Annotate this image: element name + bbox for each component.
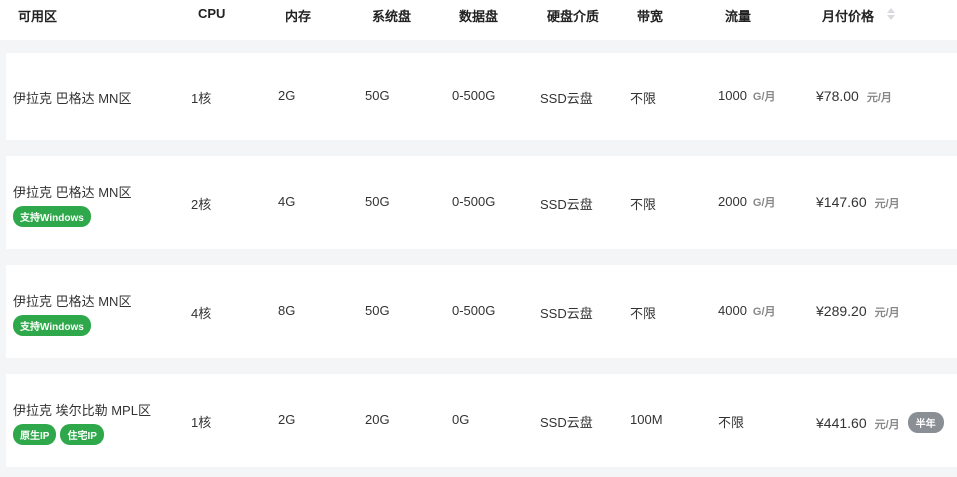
table-row[interactable]: 伊拉克 巴格达 MN区 1核 2G 50G 0-500G SSD云盘 不限 1000 G/月 ¥7… bbox=[6, 53, 957, 140]
price-cell: ¥147.60 元/月 bbox=[816, 194, 900, 211]
mem-value: 2G bbox=[278, 87, 296, 103]
sys-cell: 20G bbox=[365, 412, 390, 427]
zone-cell: 伊拉克 埃尔比勒 MPL区原生IP 住宅IP bbox=[13, 400, 151, 445]
data-value: 0-500G bbox=[452, 193, 496, 209]
sys-value: 50G bbox=[365, 302, 390, 318]
data-cell: 0-500G bbox=[452, 88, 495, 103]
price-unit: 元/月 bbox=[874, 418, 900, 431]
mem-value: 8G bbox=[278, 302, 296, 318]
zone-name: 伊拉克 巴格达 MN区 bbox=[13, 293, 132, 309]
sys-cell: 50G bbox=[365, 303, 390, 318]
column-header: 带宽 bbox=[637, 9, 664, 24]
sort-icon[interactable] bbox=[886, 6, 896, 24]
traffic-value: 不限 bbox=[718, 414, 745, 430]
traffic-unit: G/月 bbox=[752, 305, 776, 318]
media-cell: SSD云盘 bbox=[540, 412, 593, 431]
zone-cell: 伊拉克 巴格达 MN区支持Windows bbox=[13, 182, 131, 227]
data-cell: 0-500G bbox=[452, 303, 495, 318]
traffic-cell: 4000 G/月 bbox=[718, 303, 776, 319]
mem-value: 4G bbox=[278, 193, 296, 209]
data-cell: 0-500G bbox=[452, 194, 495, 209]
mem-cell: 8G bbox=[278, 303, 295, 318]
sys-value: 50G bbox=[365, 193, 390, 209]
cpu-cell: 1核 bbox=[191, 88, 211, 107]
feature-tag: 原生IP bbox=[13, 423, 57, 445]
cpu-cell: 4核 bbox=[191, 303, 211, 322]
table-row[interactable]: 伊拉克 巴格达 MN区支持Windows 2核 4G 50G 0-500G SSD云盘 不限… bbox=[6, 156, 957, 249]
traffic-value: 1000 bbox=[718, 87, 747, 103]
zone-name: 伊拉克 埃尔比勒 MPL区 bbox=[13, 402, 151, 418]
media-cell: SSD云盘 bbox=[540, 88, 593, 107]
bw-value: 不限 bbox=[630, 305, 657, 321]
price-unit: 元/月 bbox=[866, 91, 892, 104]
zone-name: 伊拉克 巴格达 MN区 bbox=[13, 90, 132, 106]
price-cell: ¥78.00 元/月 bbox=[816, 88, 892, 105]
price-value: ¥147.60 bbox=[816, 193, 867, 210]
data-value: 0-500G bbox=[452, 302, 496, 318]
mem-cell: 2G bbox=[278, 88, 295, 103]
media-value: SSD云盘 bbox=[540, 196, 593, 212]
traffic-unit: G/月 bbox=[752, 196, 776, 209]
column-header: 硬盘介质 bbox=[547, 9, 600, 24]
bw-value: 不限 bbox=[630, 196, 657, 212]
sys-value: 20G bbox=[365, 411, 390, 427]
column-header: 流量 bbox=[725, 9, 752, 24]
column-header: 数据盘 bbox=[459, 9, 499, 24]
price-cell: ¥441.60 元/月 半年 bbox=[816, 411, 944, 433]
column-header[interactable]: 月付价格 bbox=[822, 9, 875, 24]
cpu-value: 4核 bbox=[191, 305, 212, 321]
mem-cell: 4G bbox=[278, 194, 295, 209]
cpu-value: 2核 bbox=[191, 196, 212, 212]
price-value: ¥289.20 bbox=[816, 302, 867, 319]
bw-cell: 100M bbox=[630, 412, 663, 427]
mem-value: 2G bbox=[278, 411, 296, 427]
table-header: 可用区 CPU 内存 系统盘 数据盘 硬盘介质 带宽 流量 月付价格 bbox=[0, 0, 957, 40]
bw-value: 不限 bbox=[630, 90, 657, 106]
feature-tag: 住宅IP bbox=[60, 423, 104, 445]
sys-cell: 50G bbox=[365, 88, 390, 103]
mem-cell: 2G bbox=[278, 412, 295, 427]
data-cell: 0G bbox=[452, 412, 469, 427]
price-value: ¥441.60 bbox=[816, 414, 867, 431]
column-header: 内存 bbox=[285, 9, 312, 24]
column-header: CPU bbox=[198, 6, 226, 21]
zone-name: 伊拉克 巴格达 MN区 bbox=[13, 184, 132, 200]
traffic-value: 4000 bbox=[718, 302, 747, 318]
data-value: 0G bbox=[452, 411, 470, 427]
column-header: 可用区 bbox=[18, 9, 58, 24]
sys-value: 50G bbox=[365, 87, 390, 103]
media-value: SSD云盘 bbox=[540, 90, 593, 106]
price-cell: ¥289.20 元/月 bbox=[816, 303, 900, 320]
bw-cell: 不限 bbox=[630, 88, 656, 107]
price-value: ¥78.00 bbox=[816, 87, 859, 104]
bw-value: 100M bbox=[630, 411, 663, 427]
media-value: SSD云盘 bbox=[540, 305, 593, 321]
table-row[interactable]: 伊拉克 埃尔比勒 MPL区原生IP 住宅IP 1核 2G 20G 0G SSD云盘 100M 不… bbox=[6, 374, 957, 467]
traffic-value: 2000 bbox=[718, 193, 747, 209]
cpu-value: 1核 bbox=[191, 414, 212, 430]
column-header: 系统盘 bbox=[372, 9, 412, 24]
sys-cell: 50G bbox=[365, 194, 390, 209]
media-cell: SSD云盘 bbox=[540, 303, 593, 322]
feature-tag: 支持Windows bbox=[13, 314, 91, 336]
cpu-cell: 2核 bbox=[191, 194, 211, 213]
cpu-value: 1核 bbox=[191, 90, 212, 106]
traffic-unit: G/月 bbox=[752, 90, 776, 103]
data-value: 0-500G bbox=[452, 87, 496, 103]
price-unit: 元/月 bbox=[874, 306, 900, 319]
period-badge: 半年 bbox=[907, 411, 944, 433]
bw-cell: 不限 bbox=[630, 303, 656, 322]
cpu-cell: 1核 bbox=[191, 412, 211, 431]
traffic-cell: 1000 G/月 bbox=[718, 88, 776, 104]
traffic-cell: 不限 bbox=[718, 412, 744, 431]
price-unit: 元/月 bbox=[874, 197, 900, 210]
media-value: SSD云盘 bbox=[540, 414, 593, 430]
traffic-cell: 2000 G/月 bbox=[718, 194, 776, 210]
feature-tag: 支持Windows bbox=[13, 205, 91, 227]
zone-cell: 伊拉克 巴格达 MN区 bbox=[13, 88, 131, 107]
bw-cell: 不限 bbox=[630, 194, 656, 213]
media-cell: SSD云盘 bbox=[540, 194, 593, 213]
table-row[interactable]: 伊拉克 巴格达 MN区支持Windows 4核 8G 50G 0-500G SSD云盘 不限… bbox=[6, 265, 957, 358]
zone-cell: 伊拉克 巴格达 MN区支持Windows bbox=[13, 291, 131, 336]
